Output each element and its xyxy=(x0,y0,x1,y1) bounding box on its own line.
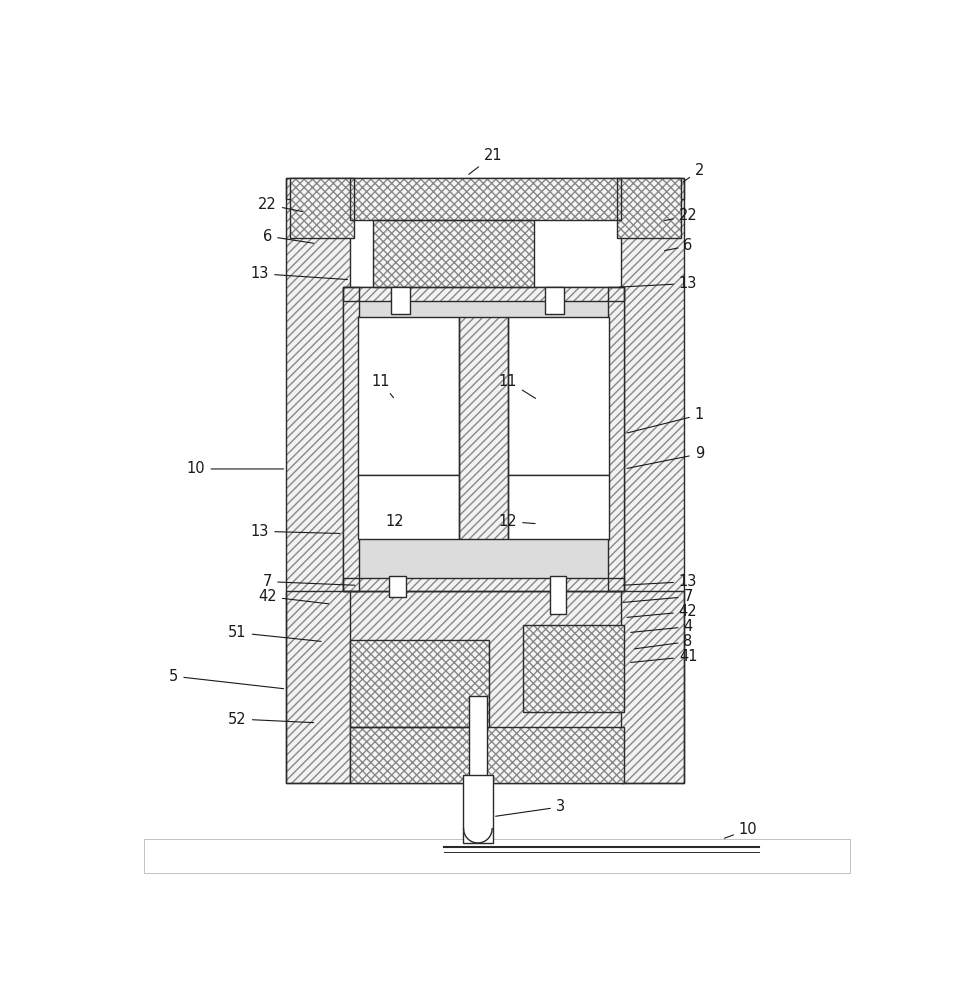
Bar xyxy=(608,287,624,591)
Text: 13: 13 xyxy=(251,524,340,539)
Bar xyxy=(350,727,624,783)
Bar xyxy=(343,578,624,591)
Bar xyxy=(391,287,410,314)
Bar xyxy=(350,727,624,783)
Text: 42: 42 xyxy=(259,589,328,604)
Text: 11: 11 xyxy=(499,374,536,398)
Bar xyxy=(523,625,624,712)
Bar xyxy=(620,178,684,783)
Bar xyxy=(350,640,489,727)
Text: 10: 10 xyxy=(187,461,284,476)
Text: 3: 3 xyxy=(495,799,565,816)
Bar xyxy=(523,625,624,712)
Text: 11: 11 xyxy=(371,374,393,398)
Text: 6: 6 xyxy=(263,229,314,244)
Bar xyxy=(350,178,620,220)
Bar xyxy=(463,775,493,843)
Bar xyxy=(290,178,354,238)
Bar xyxy=(143,839,850,873)
Text: 1: 1 xyxy=(627,407,704,433)
Text: 52: 52 xyxy=(229,712,314,727)
Text: 2: 2 xyxy=(683,163,704,182)
Text: 41: 41 xyxy=(631,649,698,664)
Bar xyxy=(290,178,354,238)
Text: 4: 4 xyxy=(631,619,693,634)
Bar xyxy=(287,178,684,199)
Text: 8: 8 xyxy=(635,634,693,649)
Text: 13: 13 xyxy=(619,276,698,291)
Text: 7: 7 xyxy=(623,589,693,604)
Bar xyxy=(358,317,459,475)
Text: 7: 7 xyxy=(263,574,355,589)
Text: 12: 12 xyxy=(499,514,535,529)
Text: 10: 10 xyxy=(725,822,758,838)
Text: 6: 6 xyxy=(665,238,693,253)
Bar xyxy=(287,178,350,783)
Bar xyxy=(343,287,359,591)
Bar xyxy=(616,178,680,238)
Bar xyxy=(343,287,624,301)
Bar xyxy=(343,287,359,591)
Text: 21: 21 xyxy=(469,148,502,174)
Text: 51: 51 xyxy=(229,625,321,641)
Bar xyxy=(343,578,624,591)
Text: 13: 13 xyxy=(251,266,348,281)
Text: 9: 9 xyxy=(627,446,704,468)
Bar xyxy=(350,640,489,727)
Bar xyxy=(616,178,680,238)
Text: 5: 5 xyxy=(169,669,284,689)
Bar xyxy=(390,576,406,597)
Bar xyxy=(287,591,684,783)
Bar xyxy=(373,220,534,287)
Bar xyxy=(343,287,624,591)
Text: 42: 42 xyxy=(627,604,698,619)
Bar xyxy=(508,475,610,539)
Bar xyxy=(287,178,684,199)
Text: 22: 22 xyxy=(258,197,302,212)
Bar xyxy=(343,287,624,301)
Bar xyxy=(550,576,567,614)
Bar xyxy=(373,220,534,287)
Bar xyxy=(287,178,350,783)
Bar xyxy=(350,178,620,220)
Bar xyxy=(287,591,684,783)
Bar xyxy=(508,317,610,475)
Bar xyxy=(546,287,564,314)
Bar xyxy=(459,317,508,539)
Text: 12: 12 xyxy=(386,514,404,529)
Bar xyxy=(459,317,508,539)
Text: 22: 22 xyxy=(665,208,698,223)
Bar xyxy=(620,178,684,783)
Bar xyxy=(608,287,624,591)
Bar xyxy=(469,696,486,783)
Text: 13: 13 xyxy=(623,574,698,589)
Bar xyxy=(358,475,459,539)
